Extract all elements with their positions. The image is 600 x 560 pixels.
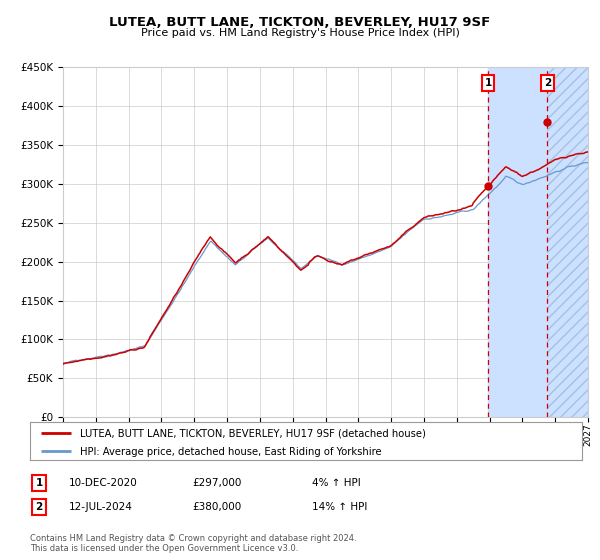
Text: 4% ↑ HPI: 4% ↑ HPI [312,478,361,488]
Text: HPI: Average price, detached house, East Riding of Yorkshire: HPI: Average price, detached house, East… [80,446,382,456]
Text: 12-JUL-2024: 12-JUL-2024 [69,502,133,512]
Bar [547,67,588,417]
Text: 2: 2 [544,78,551,88]
Bar [488,67,547,417]
Bar [547,67,588,417]
Text: LUTEA, BUTT LANE, TICKTON, BEVERLEY, HU17 9SF: LUTEA, BUTT LANE, TICKTON, BEVERLEY, HU1… [109,16,491,29]
Text: 1: 1 [485,78,492,88]
Text: 14% ↑ HPI: 14% ↑ HPI [312,502,367,512]
Text: Price paid vs. HM Land Registry's House Price Index (HPI): Price paid vs. HM Land Registry's House … [140,28,460,38]
Text: 2: 2 [35,502,43,512]
Text: Contains HM Land Registry data © Crown copyright and database right 2024.
This d: Contains HM Land Registry data © Crown c… [30,534,356,553]
Text: LUTEA, BUTT LANE, TICKTON, BEVERLEY, HU17 9SF (detached house): LUTEA, BUTT LANE, TICKTON, BEVERLEY, HU1… [80,428,425,438]
Text: 1: 1 [35,478,43,488]
Text: £380,000: £380,000 [192,502,241,512]
Text: 10-DEC-2020: 10-DEC-2020 [69,478,138,488]
Text: £297,000: £297,000 [192,478,241,488]
